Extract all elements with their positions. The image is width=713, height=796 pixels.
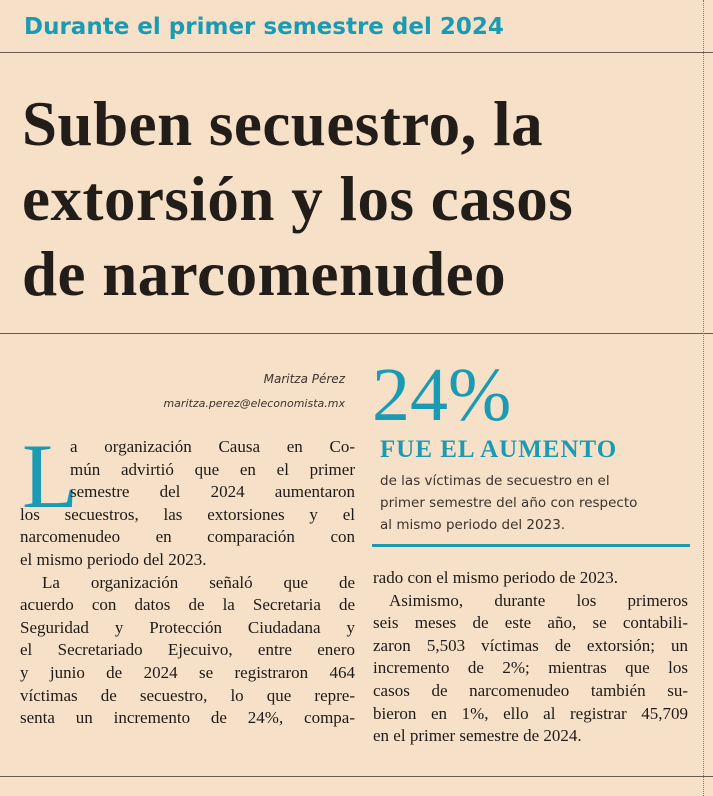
rule	[0, 333, 713, 334]
body-line: los secuestros, las extorsiones y el	[20, 504, 355, 524]
body-line: incremento de 2%; mientras que los	[373, 658, 688, 678]
callout-figure: 24%	[372, 353, 512, 437]
email: maritza.perez@eleconomista.mx	[163, 397, 345, 410]
callout-text: al mismo periodo del 2023.	[380, 517, 566, 533]
callout-text: de las víctimas de secuestro en el	[380, 473, 610, 489]
author: Maritza Pérez	[263, 372, 345, 386]
callout-text: primer semestre del año con respecto	[380, 495, 638, 511]
body-line: rado con el mismo periodo de 2023.	[373, 568, 619, 587]
body-line: a organización Causa en Co-	[70, 437, 355, 456]
body-line: casos de narcomenudeo también su-	[373, 681, 688, 700]
headline-line: extorsión y los casos	[22, 164, 574, 234]
drop-cap: L	[22, 425, 79, 527]
body-line: Seguridad y Protección Ciudadana y	[20, 617, 355, 637]
body-line: narcomenudeo en comparación con	[20, 527, 355, 547]
body-line: víctimas de secuestro, lo que repre-	[20, 685, 355, 705]
callout-label: FUE EL AUMENTO	[380, 436, 618, 463]
body-line: en el primer semestre de 2024.	[373, 726, 582, 746]
rule	[0, 52, 713, 53]
body-line: el Secretariado Ejecuivo, entre enero	[20, 640, 355, 660]
kicker: Durante el primer semestre del 2024	[24, 14, 504, 40]
body-line: y junio de 2024 se registraron 464	[20, 663, 355, 682]
callout-rule	[372, 544, 690, 547]
body-line: bieron en 1%, ello al registrar 45,709	[373, 703, 688, 723]
body-line: semestre del 2024 aumentaron	[70, 482, 355, 502]
body-line: senta un incremento de 24%, compa-	[20, 708, 355, 728]
headline-line: Suben secuestro, la	[22, 89, 544, 159]
rule	[0, 776, 713, 777]
body-line: La organización señaló que de	[42, 572, 355, 592]
headline-line: de narcomenudeo	[22, 239, 507, 309]
body-line: seis meses de este año, se contabili-	[373, 613, 688, 633]
edge	[703, 0, 704, 796]
body-line: mún advirtió que en el primer	[70, 459, 355, 479]
body-line: zaron 5,503 víctimas de extorsión; un	[373, 635, 688, 655]
body-line: acuerdo con datos de la Secretaria de	[20, 595, 355, 615]
body-line: el mismo periodo del 2023.	[20, 550, 207, 569]
body-line: Asimismo, durante los primeros	[389, 590, 688, 610]
